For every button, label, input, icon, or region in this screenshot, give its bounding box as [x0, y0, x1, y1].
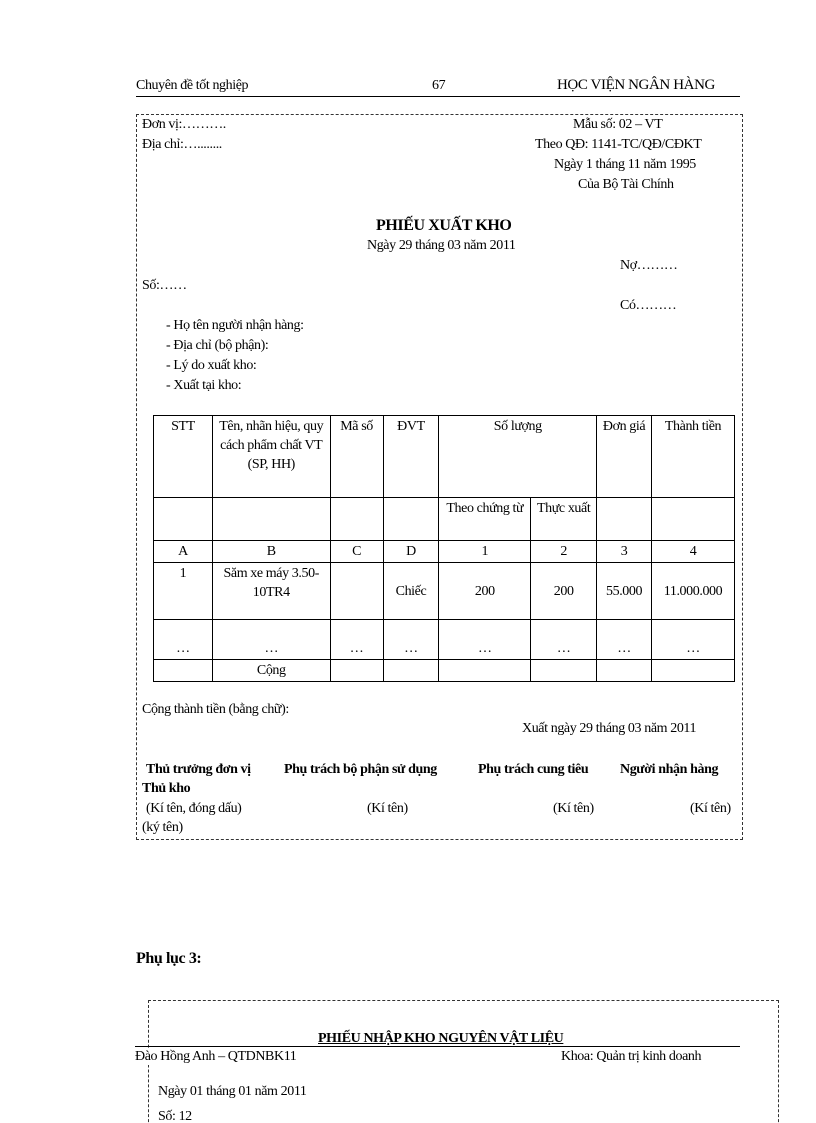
cell: … [153, 619, 213, 660]
sign-note-storekeeper: (ký tên) [142, 820, 183, 835]
field-reason: - Lý do xuất kho: [166, 358, 257, 373]
don-vi: Đơn vị:………. [142, 117, 226, 132]
th-amount: Thành tiền [651, 415, 735, 498]
signer-head: Thủ trưởng đơn vị [146, 762, 251, 777]
field-address: - Địa chỉ (bộ phận): [166, 338, 269, 353]
co: Có……… [620, 298, 677, 313]
th-quantity: Số lượng [438, 415, 598, 498]
cell: 200 [530, 562, 598, 620]
cell: 1 [153, 562, 213, 620]
appendix-label: Phụ lục 3: [136, 950, 202, 967]
th-code: Mã số [329, 415, 384, 498]
th-price: Đơn giá [596, 415, 653, 498]
code: C [329, 540, 384, 563]
code: 2 [530, 540, 598, 563]
cell: Săm xe máy 3.50-10TR4 [211, 562, 331, 620]
sign-note-receiver: (Kí tên) [690, 801, 731, 816]
theo-qd: Theo QĐ: 1141-TC/QĐ/CĐKT [535, 137, 702, 152]
cell: Chiếc [382, 562, 440, 620]
th-name: Tên, nhãn hiệu, quy cách phẩm chất VT (S… [211, 415, 331, 498]
th-actual: Thực xuất [530, 497, 598, 541]
cell: 55.000 [596, 562, 653, 620]
code: 4 [651, 540, 735, 563]
ngay-qd: Ngày 1 tháng 11 năm 1995 [554, 157, 696, 172]
dia-chi: Địa chỉ:…........ [142, 137, 222, 152]
th-per-document: Theo chứng từ [438, 497, 532, 541]
field-warehouse: - Xuất tại kho: [166, 378, 242, 393]
th-stt: STT [153, 415, 213, 498]
cua-bo: Của Bộ Tài Chính [578, 177, 674, 192]
cell [329, 562, 384, 620]
cell: … [382, 619, 440, 660]
total-row: Cộng [153, 659, 735, 682]
cell: … [651, 619, 735, 660]
signer-receiver: Người nhận hàng [620, 762, 719, 777]
form-date: Ngày 29 tháng 03 năm 2011 [367, 238, 516, 253]
form-title: PHIẾU XUẤT KHO [376, 217, 512, 234]
so: Số:…… [142, 278, 187, 293]
form-border [136, 114, 743, 840]
footer-rule [135, 1046, 740, 1047]
footer-right: Khoa: Quản trị kinh doanh [561, 1049, 702, 1064]
table-row: …………………… [153, 619, 735, 660]
export-date: Xuất ngày 29 tháng 03 năm 2011 [522, 721, 697, 736]
form2-so: Số: 12 [158, 1109, 192, 1123]
code: 1 [438, 540, 532, 563]
page-number: 67 [432, 78, 446, 93]
cell: … [596, 619, 653, 660]
footer-left: Đào Hồng Anh – QTDNBK11 [135, 1049, 297, 1065]
cell: … [329, 619, 384, 660]
code: B [211, 540, 331, 563]
no: Nợ……… [620, 258, 678, 273]
cell: … [530, 619, 598, 660]
signer-supply: Phụ trách cung tiêu [478, 762, 589, 777]
field-receiver: - Họ tên người nhận hàng: [166, 318, 304, 333]
signer-storekeeper: Thủ kho [142, 781, 191, 796]
table-row: 1 Săm xe máy 3.50-10TR4 Chiếc 200 200 55… [153, 562, 735, 620]
header-right: HỌC VIỆN NGÂN HÀNG [557, 77, 715, 93]
header-rule [136, 96, 740, 97]
code: 3 [596, 540, 653, 563]
sign-note-supply: (Kí tên) [553, 801, 594, 816]
th-unit: ĐVT [382, 415, 440, 498]
cell: 200 [438, 562, 532, 620]
form2-date: Ngày 01 tháng 01 năm 2011 [158, 1084, 307, 1099]
sign-note-head: (Kí tên, đóng dấu) [146, 801, 242, 816]
cell: … [211, 619, 331, 660]
form2-title: PHIẾU NHẬP KHO NGUYÊN VẬT LIỆU [318, 1031, 564, 1046]
signer-dept: Phụ trách bộ phận sử dụng [284, 762, 437, 777]
cell: 11.000.000 [651, 562, 735, 620]
mau-so: Mẫu số: 02 – VT [573, 117, 663, 132]
total-label: Cộng [211, 659, 331, 682]
header-left: Chuyên đề tốt nghiệp [136, 78, 249, 93]
total-in-words: Cộng thành tiền (bằng chữ): [142, 702, 289, 717]
items-table: STT Tên, nhãn hiệu, quy cách phẩm chất V… [153, 415, 735, 682]
sign-note-dept: (Kí tên) [367, 801, 408, 816]
cell: … [438, 619, 532, 660]
code: D [382, 540, 440, 563]
code: A [153, 540, 213, 563]
